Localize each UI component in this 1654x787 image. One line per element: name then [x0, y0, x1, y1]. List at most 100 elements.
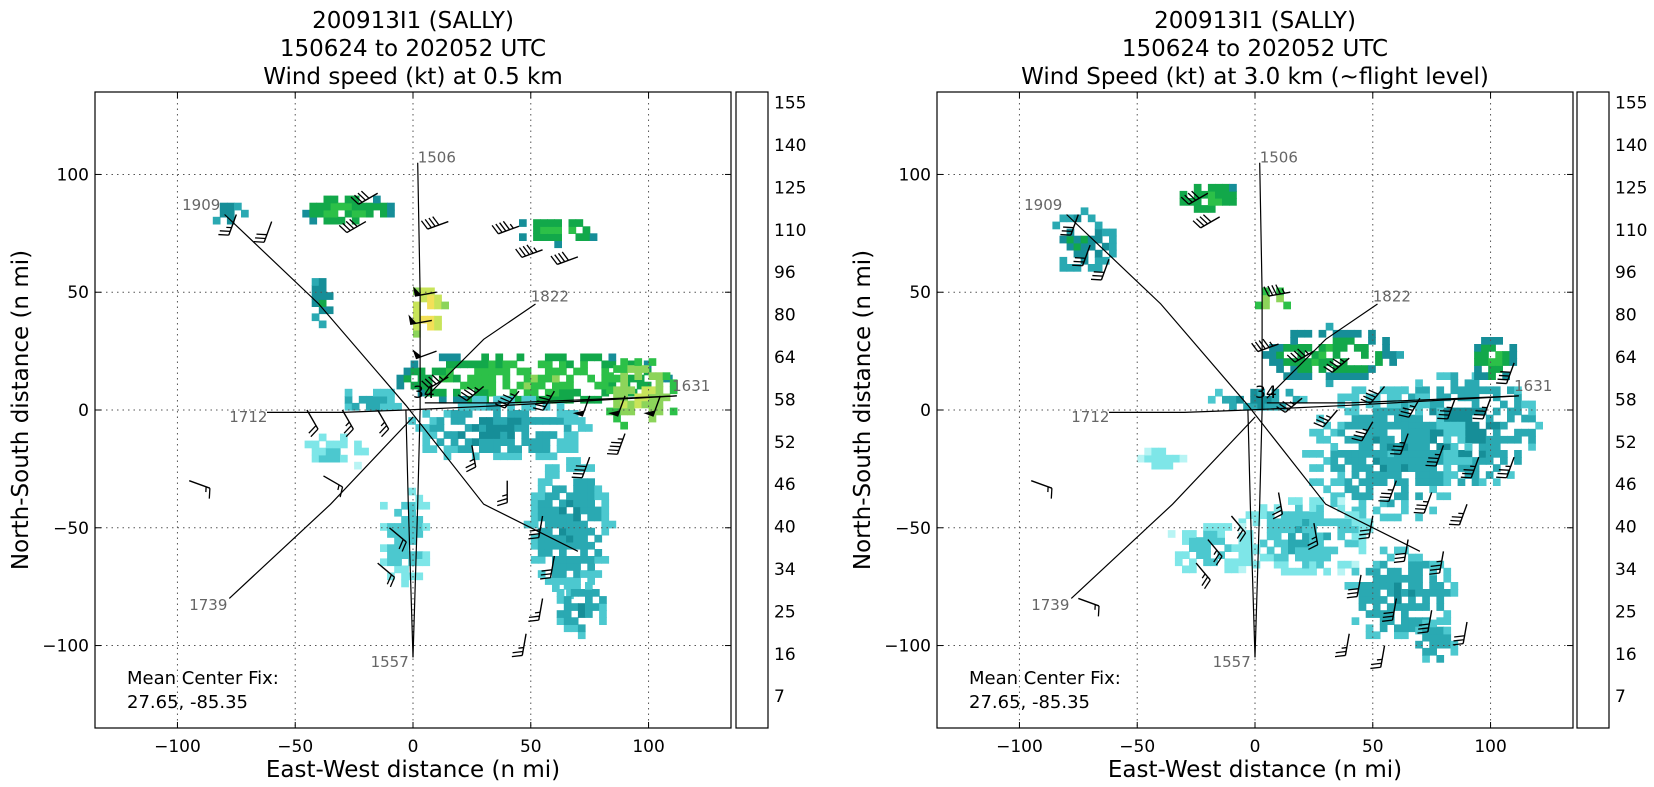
wind-cell — [544, 471, 553, 479]
barb-half-feather — [469, 458, 475, 463]
wind-cell — [1344, 450, 1353, 458]
wind-cell — [1415, 626, 1423, 635]
wind-cell — [1408, 457, 1416, 465]
wind-cell — [1386, 499, 1395, 508]
barb-feather — [1355, 430, 1366, 435]
wind-cell — [549, 431, 558, 439]
wind-cell — [1337, 492, 1346, 501]
wind-cell — [634, 358, 643, 366]
center-fix-annotation: 27.65, -85.35 — [969, 692, 1090, 713]
wind-cell — [601, 506, 610, 515]
wind-cell — [1394, 400, 1402, 409]
colorbar-label: 125 — [1615, 178, 1647, 198]
wind-cell — [535, 417, 544, 425]
wind-cell — [1386, 553, 1395, 562]
wind-cell — [615, 374, 624, 383]
wind-cell — [1250, 395, 1258, 404]
wind-cell — [422, 410, 431, 418]
barb-feather — [218, 233, 229, 236]
wind-cell — [599, 610, 607, 618]
flight-leg-1506 — [412, 162, 421, 658]
wind-cell — [608, 353, 617, 362]
wind-cell — [1344, 539, 1353, 548]
wind-cell — [1401, 450, 1409, 458]
wind-cell — [514, 417, 522, 425]
wind-cell — [620, 372, 628, 380]
barb-feather — [1346, 595, 1358, 599]
wind-cell — [594, 549, 603, 557]
wind-cell — [1386, 421, 1395, 430]
wind-cell — [570, 417, 579, 425]
wind-cell — [537, 549, 546, 557]
barb-feather — [1316, 419, 1327, 425]
wind-cell — [1443, 574, 1452, 583]
wind-cell — [594, 492, 603, 501]
wind-cell — [530, 506, 539, 515]
wind-cell — [1528, 428, 1536, 437]
wind-cell — [556, 617, 565, 625]
wind-cell — [1408, 596, 1416, 604]
barb-half-feather — [502, 494, 508, 497]
wind-cell — [1182, 551, 1190, 559]
wind-cell — [1193, 198, 1202, 206]
wind-cell — [1332, 351, 1341, 359]
wind-cell — [401, 565, 409, 574]
wind-cell — [1203, 523, 1211, 531]
wind-cell — [1408, 428, 1416, 437]
wind-cell — [427, 315, 435, 324]
barb-feather — [255, 237, 266, 240]
wind-cell — [1372, 603, 1381, 611]
wind-cell — [311, 278, 320, 286]
wind-cell — [559, 388, 567, 397]
wind-cell — [481, 353, 489, 362]
flight-leg-label: 1822 — [531, 288, 569, 306]
wind-cell — [1215, 190, 1223, 199]
wind-cell — [1288, 539, 1296, 548]
flight-leg-label: 1739 — [189, 596, 227, 614]
wind-cell — [1304, 372, 1313, 380]
wind-cell — [380, 523, 388, 531]
barb-feather — [1258, 340, 1266, 350]
wind-cell — [1408, 589, 1416, 597]
colorbar-label: 110 — [774, 221, 806, 241]
colorbar-label: 140 — [1615, 136, 1647, 156]
y-tick-label: 0 — [920, 401, 931, 421]
wind-cell — [1422, 560, 1430, 569]
wind-cell — [606, 372, 614, 380]
wind-cell — [601, 499, 610, 508]
wind-cell — [1443, 421, 1452, 430]
wind-cell — [521, 410, 530, 418]
wind-barb — [1472, 397, 1492, 420]
wind-cell — [1500, 450, 1508, 458]
wind-cell — [620, 407, 628, 416]
wind-cell — [1401, 428, 1409, 437]
wind-cell — [1361, 351, 1369, 359]
wind-cell — [1415, 471, 1423, 479]
wind-barbs — [188, 190, 661, 658]
wind-cell — [464, 424, 473, 432]
wind-cell — [450, 417, 459, 425]
y-tick-label: 50 — [67, 283, 89, 303]
wind-cell — [1394, 546, 1402, 555]
barb-feather — [457, 394, 468, 402]
wind-cell — [1351, 386, 1360, 395]
barb-feather — [1239, 532, 1247, 542]
barb-feather — [1254, 341, 1263, 351]
wind-cell — [1288, 567, 1296, 576]
wind-cell — [1283, 344, 1291, 352]
wind-cell — [1271, 395, 1280, 404]
wind-cell — [1059, 256, 1068, 265]
wind-cell — [559, 513, 567, 522]
wind-cell — [330, 195, 339, 204]
barb-feather — [541, 569, 552, 572]
wind-cell — [241, 209, 249, 218]
barb-feather — [219, 230, 231, 233]
wind-cell — [1288, 546, 1296, 555]
wind-cell — [1485, 386, 1494, 395]
wind-cell — [493, 395, 501, 404]
barb-feather — [1092, 274, 1103, 277]
wind-cell — [1330, 492, 1339, 501]
wind-barb — [550, 251, 579, 266]
barb-feather — [1363, 395, 1374, 401]
